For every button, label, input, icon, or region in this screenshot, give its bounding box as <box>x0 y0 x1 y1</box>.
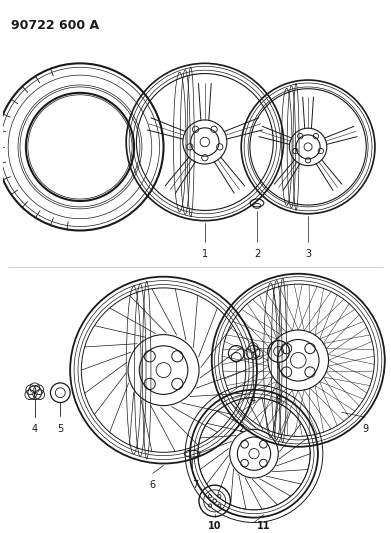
Text: 9: 9 <box>362 424 368 434</box>
Text: 7: 7 <box>192 480 198 490</box>
Text: 2: 2 <box>238 424 244 434</box>
Text: 6: 6 <box>150 480 156 490</box>
Text: 8: 8 <box>276 395 282 405</box>
Text: 4: 4 <box>250 395 256 405</box>
Text: 1: 1 <box>202 249 208 259</box>
Text: 90722 600 A: 90722 600 A <box>11 19 99 32</box>
Text: 4: 4 <box>32 424 38 434</box>
Text: 3: 3 <box>305 249 311 259</box>
Text: 5: 5 <box>57 424 63 434</box>
Text: 2: 2 <box>254 249 260 259</box>
Text: 11: 11 <box>257 521 271 530</box>
Text: 10: 10 <box>208 521 221 530</box>
